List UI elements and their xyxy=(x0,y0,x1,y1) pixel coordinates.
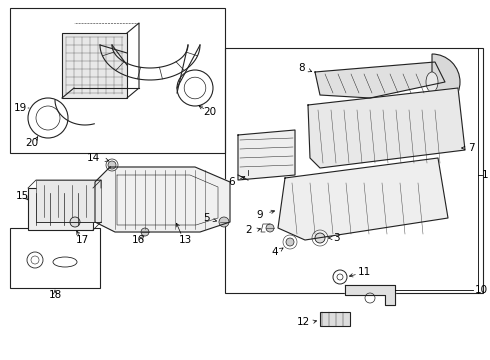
Polygon shape xyxy=(308,88,465,168)
Text: 9: 9 xyxy=(256,210,263,220)
Text: 2: 2 xyxy=(245,225,252,235)
Circle shape xyxy=(141,228,149,236)
Polygon shape xyxy=(95,167,230,232)
Text: 3: 3 xyxy=(333,233,340,243)
Bar xyxy=(28,188,93,230)
Polygon shape xyxy=(345,285,395,305)
Polygon shape xyxy=(278,158,448,240)
Circle shape xyxy=(219,217,229,227)
Text: 15: 15 xyxy=(16,191,29,201)
Circle shape xyxy=(286,238,294,246)
Text: 5: 5 xyxy=(203,213,210,223)
Wedge shape xyxy=(432,54,460,110)
Ellipse shape xyxy=(426,72,438,92)
Text: 11: 11 xyxy=(358,267,371,277)
Circle shape xyxy=(266,224,274,232)
Text: 13: 13 xyxy=(178,235,192,245)
Text: 18: 18 xyxy=(49,290,62,300)
Text: 12: 12 xyxy=(297,317,310,327)
Circle shape xyxy=(108,161,116,169)
Text: 14: 14 xyxy=(87,153,100,163)
Text: 19: 19 xyxy=(14,103,27,113)
Text: 1: 1 xyxy=(482,170,489,180)
Polygon shape xyxy=(238,130,295,180)
Bar xyxy=(320,312,350,326)
Bar xyxy=(36,180,101,222)
Text: 20: 20 xyxy=(203,107,217,117)
Circle shape xyxy=(315,233,325,243)
Text: 17: 17 xyxy=(75,235,89,245)
Text: 6: 6 xyxy=(228,177,235,187)
Polygon shape xyxy=(315,62,445,98)
Text: 4: 4 xyxy=(271,247,278,257)
Text: 16: 16 xyxy=(131,235,145,245)
Bar xyxy=(10,8,225,153)
Text: 7: 7 xyxy=(468,143,475,153)
Text: 20: 20 xyxy=(25,138,39,148)
Bar xyxy=(225,48,483,293)
Text: 10: 10 xyxy=(475,285,488,295)
Bar xyxy=(10,228,100,288)
Bar xyxy=(62,33,127,98)
Text: 8: 8 xyxy=(298,63,305,73)
Circle shape xyxy=(70,217,80,227)
